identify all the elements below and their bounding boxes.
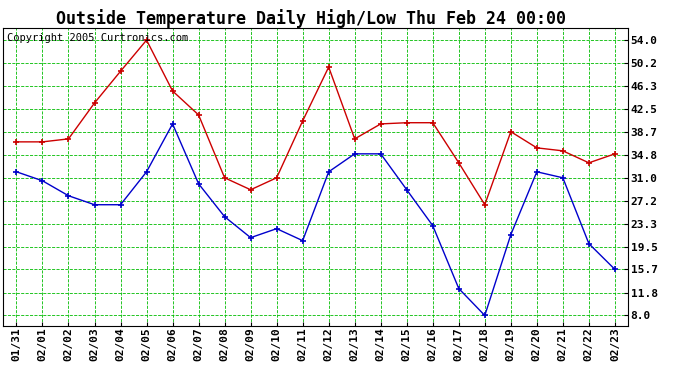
Text: Outside Temperature Daily High/Low Thu Feb 24 00:00: Outside Temperature Daily High/Low Thu F…	[55, 9, 566, 28]
Text: Copyright 2005 Curtronics.com: Copyright 2005 Curtronics.com	[7, 33, 188, 43]
